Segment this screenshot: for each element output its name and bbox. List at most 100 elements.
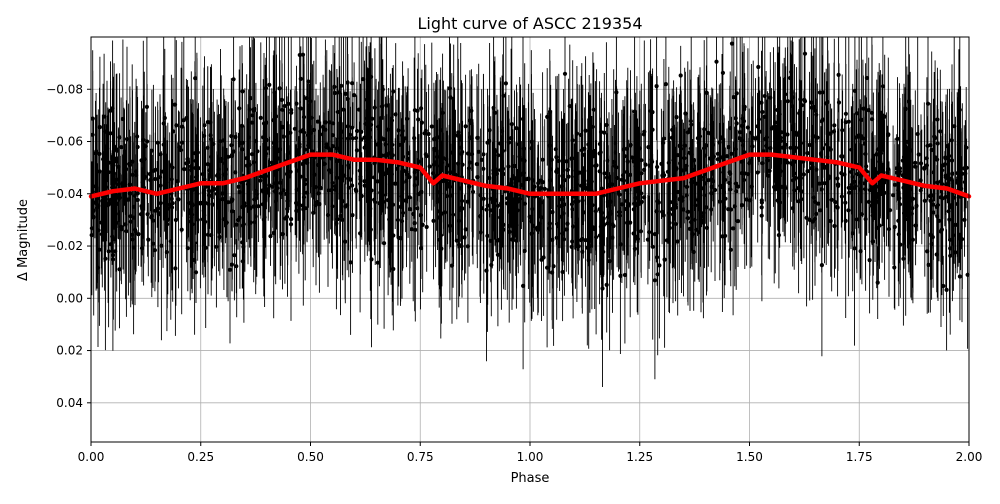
data-point (655, 164, 660, 170)
data-point (685, 184, 690, 189)
data-point (604, 122, 609, 128)
data-point (906, 167, 911, 172)
data-point (719, 135, 725, 140)
data-point (759, 205, 764, 210)
data-point (317, 202, 322, 207)
data-point (330, 180, 335, 185)
data-point (395, 217, 400, 223)
data-point (928, 198, 933, 203)
data-point (892, 182, 898, 187)
data-point (870, 117, 875, 122)
data-point (364, 116, 369, 121)
data-point (825, 177, 831, 182)
data-point (331, 121, 336, 126)
data-point (275, 186, 280, 191)
data-point (944, 287, 949, 292)
binned-curve (88, 152, 972, 199)
data-point (710, 136, 715, 141)
data-point (316, 162, 321, 168)
data-point (875, 280, 880, 285)
data-point (305, 160, 310, 165)
data-point (488, 208, 493, 213)
data-point (569, 202, 575, 207)
data-point (280, 124, 285, 129)
data-point (697, 230, 702, 235)
data-point (430, 171, 436, 176)
data-point (459, 198, 465, 204)
data-point (785, 99, 790, 104)
data-point (772, 185, 777, 190)
data-point (386, 198, 391, 203)
data-point (858, 174, 863, 179)
data-point (323, 127, 328, 132)
data-point (825, 131, 831, 136)
data-point (498, 215, 503, 220)
data-point (91, 215, 96, 220)
data-point (537, 221, 542, 226)
data-point (306, 143, 311, 148)
data-point (671, 171, 676, 176)
data-point (424, 224, 429, 230)
data-point (512, 163, 517, 169)
data-point (322, 161, 327, 166)
data-point (922, 198, 927, 203)
data-point (694, 227, 699, 232)
data-point (900, 158, 906, 163)
data-point (202, 213, 207, 218)
x-tick-label: 1.75 (846, 450, 873, 464)
data-point (189, 164, 194, 169)
data-point (864, 164, 869, 169)
data-point (633, 195, 638, 201)
data-point (696, 197, 701, 202)
data-point (147, 171, 152, 177)
data-point (113, 211, 118, 216)
data-point (102, 114, 107, 119)
data-point (149, 215, 154, 220)
data-point (362, 135, 367, 140)
data-point (701, 146, 707, 151)
data-point (540, 157, 545, 162)
data-point (364, 139, 370, 144)
data-point (807, 217, 812, 222)
data-point (517, 154, 522, 159)
data-point (669, 135, 675, 140)
data-point (389, 171, 394, 176)
data-point (364, 97, 369, 102)
data-point (704, 143, 709, 148)
data-point (108, 108, 113, 113)
data-point (597, 233, 603, 238)
data-point (221, 217, 226, 222)
data-point (679, 196, 684, 201)
data-point (789, 161, 794, 166)
data-point (675, 239, 680, 244)
data-point (437, 163, 442, 169)
data-point (739, 203, 745, 208)
data-point (742, 107, 747, 112)
data-point (964, 145, 969, 150)
data-point (614, 90, 619, 95)
data-point (811, 104, 816, 110)
data-point (717, 140, 722, 145)
data-point (467, 184, 472, 189)
data-point (509, 237, 515, 242)
data-point (854, 172, 860, 177)
data-point (222, 161, 227, 166)
data-point (128, 191, 133, 196)
data-point (779, 130, 784, 135)
data-point (334, 175, 340, 180)
data-point (378, 190, 383, 195)
data-point (731, 95, 736, 100)
data-point (820, 90, 826, 95)
data-point (599, 246, 604, 251)
data-point (790, 206, 795, 211)
data-point (722, 205, 727, 210)
data-point (335, 146, 340, 151)
data-point (260, 202, 266, 207)
data-point (728, 171, 733, 176)
data-point (712, 187, 718, 193)
data-point (288, 130, 293, 135)
data-point (192, 257, 197, 263)
data-point (412, 221, 417, 226)
data-point (638, 229, 644, 234)
data-point (459, 151, 464, 157)
